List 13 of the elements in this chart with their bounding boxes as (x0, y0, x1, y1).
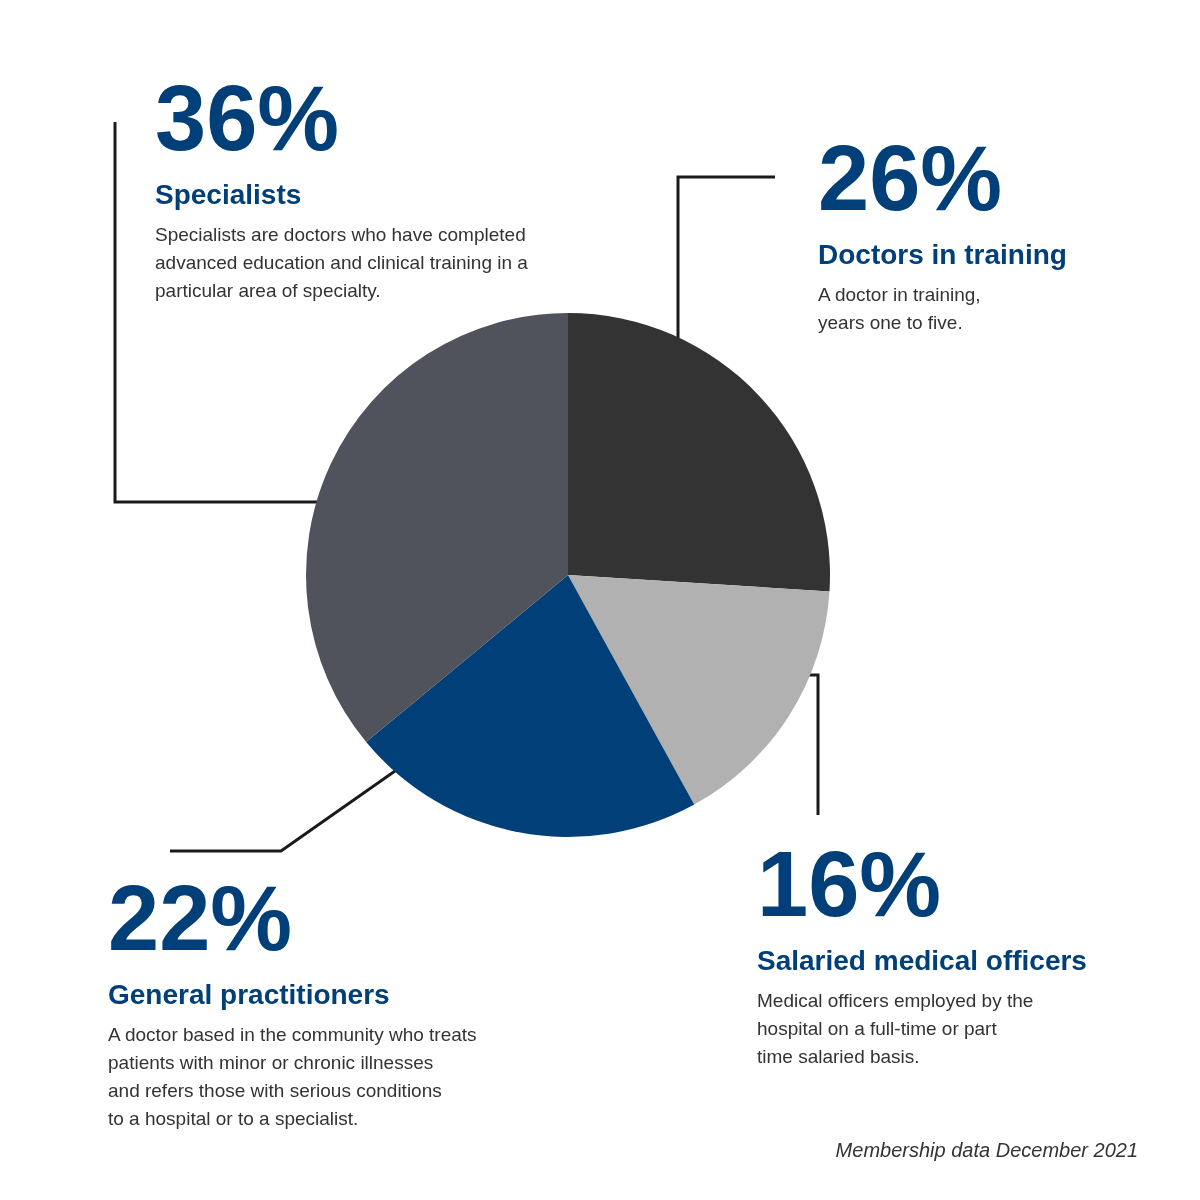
data-label: 22% (108, 867, 293, 969)
text: A doctor in training, years one to five. (818, 283, 981, 333)
slice-label: General practitioners (108, 978, 390, 1010)
data-label: 16% (757, 833, 942, 935)
data-label: 36% (155, 67, 340, 169)
slice-label: Specialists (155, 178, 302, 210)
text: Specialists are doctors who have completed advanced education and clinical training in a particular area of specialty. (155, 223, 529, 301)
data-label: 26% (818, 127, 1003, 229)
slice-label: Doctors in training (818, 238, 1067, 270)
text: A doctor based in the community who treats patients with minor or chronic illnesses and refers those with serious conditions to a hospital or to a specialist. (108, 1023, 477, 1129)
text: Medical officers employed by the hospital on a full-time or part time salaried basis. (757, 989, 1034, 1067)
slice-label: Salaried medical officers (757, 944, 1087, 976)
text: Membership data December 2021 (835, 1139, 1139, 1161)
